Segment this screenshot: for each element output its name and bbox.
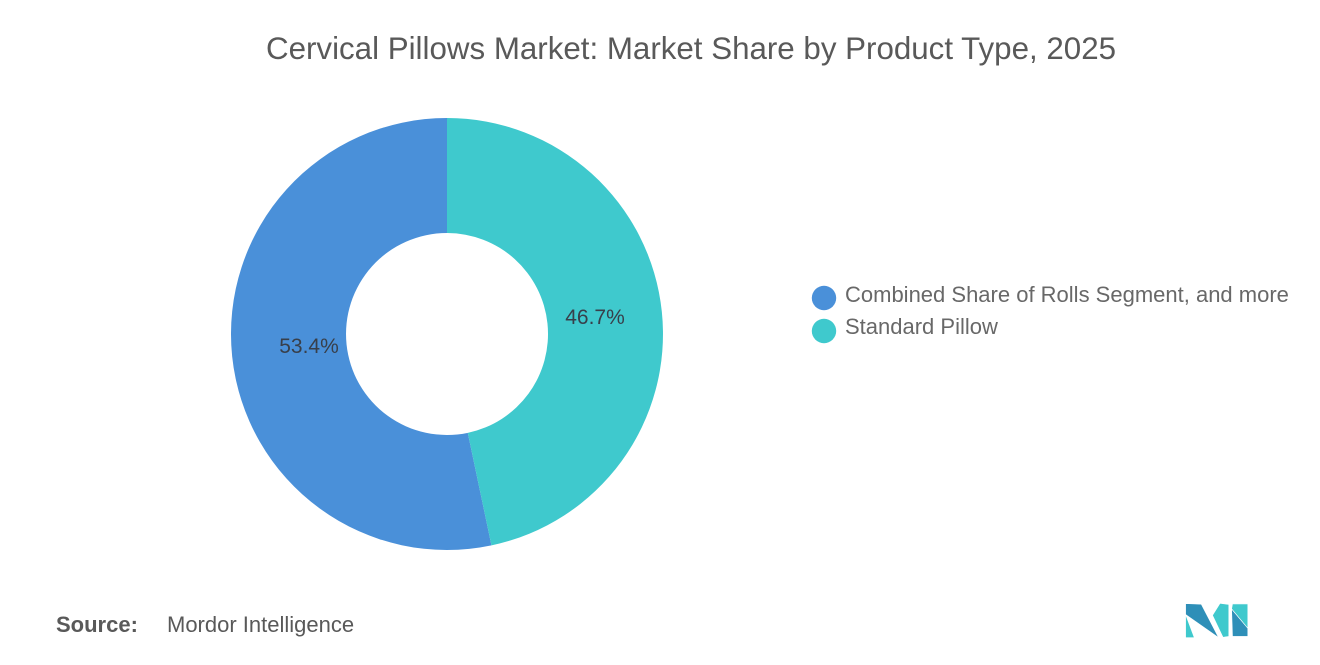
svg-text:46.7%: 46.7%	[565, 306, 625, 329]
svg-text:53.4%: 53.4%	[279, 335, 339, 358]
